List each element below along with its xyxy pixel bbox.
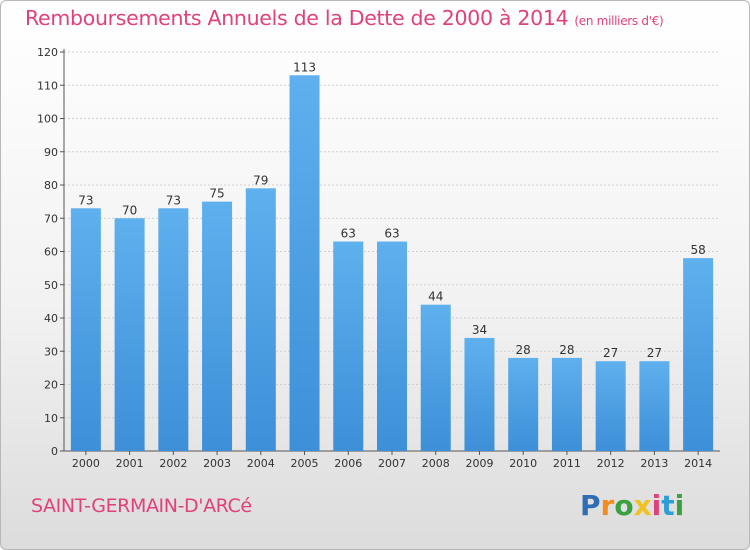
y-tick-label: 10 bbox=[44, 412, 58, 425]
data-label: 63 bbox=[341, 227, 356, 241]
y-tick-label: 90 bbox=[44, 146, 58, 159]
y-tick-label: 40 bbox=[44, 312, 58, 325]
bar bbox=[683, 258, 714, 451]
bar bbox=[464, 337, 495, 451]
bar bbox=[377, 241, 407, 451]
x-tick-label: 2008 bbox=[422, 457, 450, 470]
bar bbox=[114, 218, 145, 451]
x-tick-label: 2005 bbox=[291, 457, 319, 470]
logo-letter: i bbox=[674, 489, 685, 522]
data-label: 34 bbox=[472, 323, 487, 337]
bars bbox=[70, 75, 714, 452]
bar bbox=[595, 361, 626, 451]
y-tick-label: 50 bbox=[44, 279, 58, 292]
data-label: 28 bbox=[559, 343, 574, 357]
data-label: 44 bbox=[428, 290, 443, 304]
bar bbox=[289, 75, 320, 452]
data-label: 63 bbox=[384, 227, 399, 241]
data-label: 27 bbox=[603, 346, 618, 360]
bar bbox=[158, 208, 189, 451]
y-tick-label: 0 bbox=[51, 445, 58, 458]
x-tick-label: 2001 bbox=[116, 457, 144, 470]
bar bbox=[639, 361, 670, 451]
x-tick-label: 2007 bbox=[378, 457, 406, 470]
data-label: 27 bbox=[647, 346, 662, 360]
chart-unit: (en milliers d'€) bbox=[574, 14, 664, 28]
city-name: SAINT-GERMAIN-D'ARCé bbox=[31, 495, 252, 517]
x-tick-label: 2010 bbox=[509, 457, 537, 470]
data-label: 70 bbox=[122, 203, 137, 217]
bar bbox=[508, 357, 539, 451]
labels: 73 2000 70 2001 73 2002 75 2003 79 2004 113 2005 63 2… bbox=[72, 60, 712, 470]
x-tick-label: 2002 bbox=[159, 457, 187, 470]
x-tick-label: 2003 bbox=[203, 457, 231, 470]
logo-letter: o bbox=[614, 489, 634, 522]
y-tick-label: 20 bbox=[44, 379, 58, 392]
y-tick-label: 100 bbox=[37, 113, 58, 126]
logo-letter: P bbox=[580, 489, 601, 522]
y-tick-label: 30 bbox=[44, 345, 58, 358]
x-tick-label: 2000 bbox=[72, 457, 100, 470]
y-tick-label: 70 bbox=[44, 212, 58, 225]
x-tick-label: 2012 bbox=[597, 457, 625, 470]
data-label: 113 bbox=[293, 60, 316, 74]
chart-title-text: Remboursements Annuels de la Dette de 20… bbox=[25, 6, 569, 30]
x-tick-label: 2009 bbox=[465, 457, 493, 470]
x-tick-label: 2006 bbox=[334, 457, 362, 470]
x-tick-label: 2004 bbox=[247, 457, 275, 470]
logo-letter: i bbox=[651, 489, 662, 522]
data-label: 73 bbox=[78, 193, 93, 207]
bar bbox=[70, 208, 101, 451]
data-label: 75 bbox=[209, 187, 224, 201]
x-tick-label: 2014 bbox=[684, 457, 712, 470]
logo-letter: x bbox=[633, 489, 652, 522]
y-tick-label: 110 bbox=[37, 79, 58, 92]
bar bbox=[245, 188, 276, 451]
bar bbox=[333, 241, 364, 451]
proxiti-logo: Proxiti bbox=[580, 489, 684, 522]
x-tick-label: 2011 bbox=[553, 457, 581, 470]
chart-title: Remboursements Annuels de la Dette de 20… bbox=[25, 6, 664, 30]
data-label: 28 bbox=[516, 343, 531, 357]
logo-letter: r bbox=[600, 489, 615, 522]
x-tick-label: 2013 bbox=[640, 457, 668, 470]
bar bbox=[420, 304, 451, 451]
logo-letter: t bbox=[661, 489, 675, 522]
bar bbox=[202, 201, 233, 451]
data-label: 58 bbox=[690, 243, 705, 257]
y-tick-label: 80 bbox=[44, 179, 58, 192]
y-tick-label: 120 bbox=[37, 46, 58, 59]
y-tick-label: 60 bbox=[44, 246, 58, 259]
data-label: 79 bbox=[253, 173, 268, 187]
bar bbox=[551, 357, 582, 451]
data-label: 73 bbox=[166, 193, 181, 207]
